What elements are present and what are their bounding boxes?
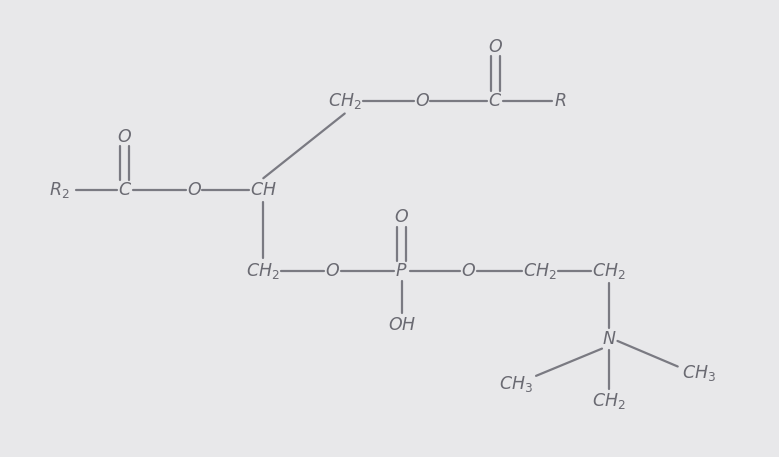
Text: $CH_3$: $CH_3$ (499, 374, 533, 394)
Text: $O$: $O$ (394, 208, 409, 226)
Text: $CH_2$: $CH_2$ (246, 261, 280, 281)
Text: $R_2$: $R_2$ (50, 180, 70, 200)
Text: $OH$: $OH$ (388, 316, 416, 334)
Text: $R$: $R$ (555, 92, 566, 110)
Text: $O$: $O$ (187, 181, 202, 199)
Text: $C$: $C$ (118, 181, 132, 199)
Text: $CH_2$: $CH_2$ (593, 391, 626, 411)
Text: $CH_3$: $CH_3$ (682, 363, 716, 383)
Text: $CH$: $CH$ (250, 181, 277, 199)
Text: $O$: $O$ (325, 262, 340, 280)
Text: $O$: $O$ (461, 262, 476, 280)
Text: $N$: $N$ (602, 330, 617, 348)
Text: $CH_2$: $CH_2$ (593, 261, 626, 281)
Text: $CH_2$: $CH_2$ (523, 261, 557, 281)
Text: $O$: $O$ (414, 92, 429, 110)
Text: $P$: $P$ (396, 262, 408, 280)
Text: $O$: $O$ (488, 38, 502, 56)
Text: $O$: $O$ (118, 128, 132, 145)
Text: $C$: $C$ (488, 92, 502, 110)
Text: $CH_2$: $CH_2$ (328, 91, 361, 111)
